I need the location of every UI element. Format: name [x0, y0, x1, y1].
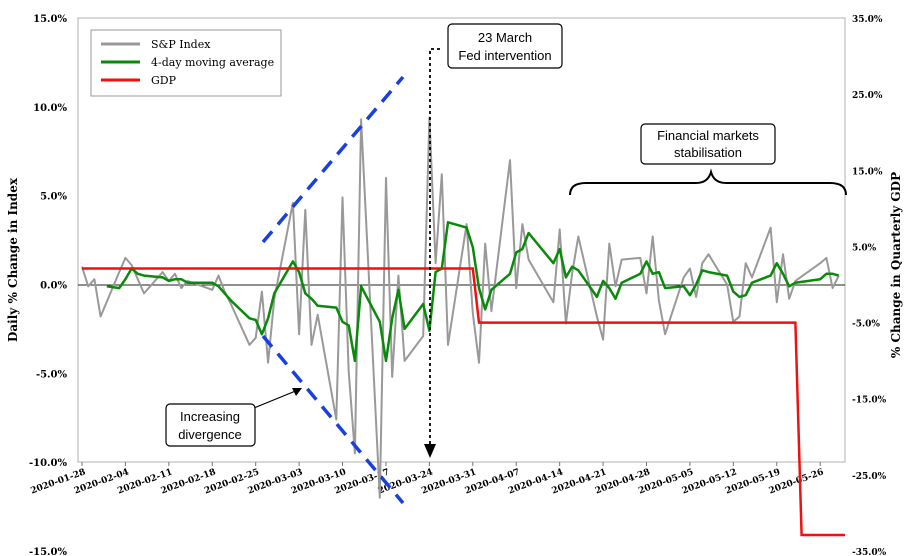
right-tick-label: -5.0% [852, 320, 880, 330]
fed-annotation-line1: 23 March [478, 30, 532, 45]
stabilisation-brace [569, 168, 847, 196]
left-tick-label: -10.0% [29, 458, 68, 469]
divergence-lower-line [261, 334, 405, 505]
left-tick-label: 15.0% [33, 14, 67, 25]
stabilisation-annotation: Financial markets stabilisation [569, 123, 847, 196]
left-tick-label: -15.0% [29, 547, 68, 556]
fed-annotation-line2: Fed intervention [458, 48, 551, 63]
right-tick-label: -25.0% [852, 472, 887, 482]
divergence-annotation-line2: divergence [178, 427, 242, 442]
legend: S&P Index 4-day moving average GDP [90, 29, 282, 97]
sp-index-line [81, 116, 840, 499]
left-tick-label: 0.0% [40, 281, 67, 292]
right-tick-label: 5.0% [852, 243, 877, 253]
stabilisation-annotation-line1: Financial markets [657, 128, 759, 143]
right-tick-label: 25.0% [852, 91, 883, 101]
stabilisation-annotation-line2: stabilisation [674, 145, 742, 160]
left-axis-title: Daily % Change in Index [6, 177, 20, 342]
left-tick-label: 10.0% [33, 103, 67, 114]
right-tick-label: 15.0% [852, 167, 883, 177]
fed-arrow-head [424, 444, 436, 458]
divergence-upper-line [261, 75, 405, 244]
right-axis-title: % Change in Quarterly GDP [889, 172, 903, 358]
legend-label-ma: 4-day moving average [151, 56, 274, 69]
right-axis-ticks: 35.0% 25.0% 15.0% 5.0% -5.0% -15.0% -25.0% -35.… [852, 15, 887, 556]
moving-average-line [106, 221, 840, 363]
legend-label-gdp: GDP [151, 74, 177, 87]
divergence-annotation: Increasing divergence [165, 388, 302, 447]
right-tick-label: -35.0% [852, 548, 887, 556]
gdp-line [82, 267, 845, 537]
legend-label-sp: S&P Index [151, 38, 211, 51]
divergence-annotation-line1: Increasing [180, 409, 240, 424]
right-tick-label: 35.0% [852, 15, 883, 25]
left-tick-label: -5.0% [36, 369, 68, 380]
x-axis-ticks: 2020-01-282020-02-042020-02-112020-02-18… [30, 462, 825, 497]
left-axis-ticks: 15.0% 10.0% 5.0% 0.0% -5.0% -10.0% -15.0% [29, 14, 68, 556]
left-tick-label: 5.0% [40, 192, 67, 203]
right-tick-label: -15.0% [852, 396, 887, 406]
fed-annotation: 23 March Fed intervention [447, 23, 563, 69]
